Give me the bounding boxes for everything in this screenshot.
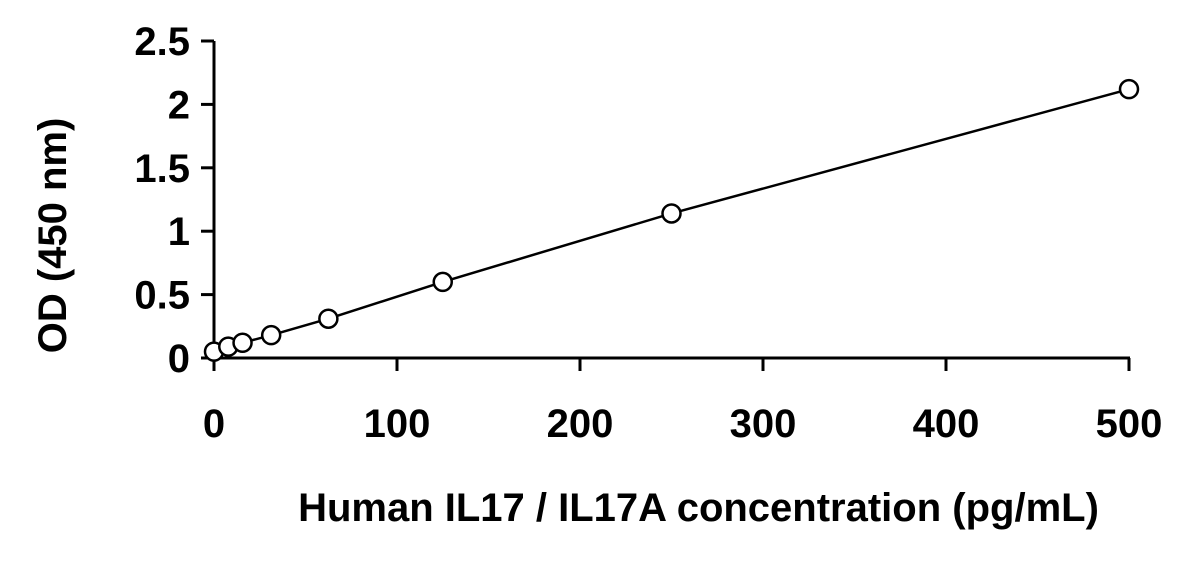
x-tick-label: 500: [1096, 402, 1163, 446]
y-tick-label: 2.5: [134, 20, 190, 64]
tick-labels: 0 0.5 1 1.5 2 2.5 0 100 200 300 400 500: [134, 20, 1162, 446]
x-tick-label: 100: [364, 402, 431, 446]
data-point: [318, 308, 339, 329]
y-tick-label: 0.5: [134, 274, 190, 318]
y-tick-label: 2: [168, 83, 190, 127]
x-tick-label: 300: [730, 402, 797, 446]
data-point: [432, 271, 453, 293]
tick-marks: [201, 39, 1131, 371]
x-tick-label: 200: [547, 402, 614, 446]
y-tick-label: 0: [168, 337, 190, 381]
y-axis-title: OD (450 nm): [31, 118, 75, 354]
y-tick-label: 1: [168, 210, 190, 254]
y-tick-label: 1.5: [134, 147, 190, 191]
x-tick-label: 0: [203, 402, 225, 446]
axes: [212, 41, 1130, 360]
data-point: [1118, 78, 1140, 100]
data-points: [203, 78, 1140, 362]
data-point: [661, 203, 682, 224]
data-point: [232, 332, 253, 354]
x-tick-label: 400: [913, 402, 980, 446]
data-point: [260, 324, 282, 346]
x-axis-title: Human IL17 / IL17A concentration (pg/mL): [298, 486, 1099, 530]
